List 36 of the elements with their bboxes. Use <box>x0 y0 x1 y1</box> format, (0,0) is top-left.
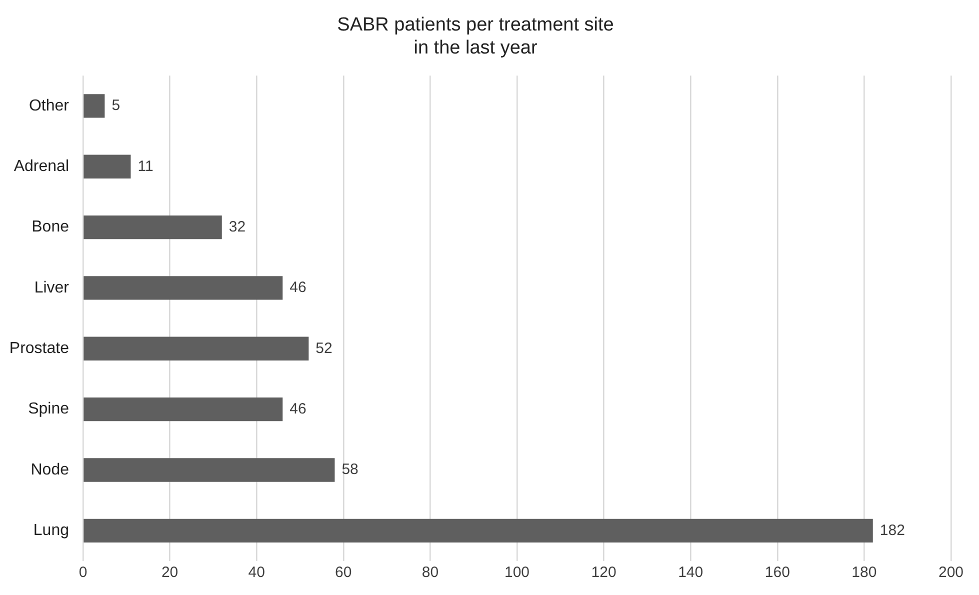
y-tick-label: Lung <box>33 522 69 540</box>
x-tick-label: 180 <box>852 564 877 582</box>
data-label: 58 <box>342 461 358 478</box>
y-tick-label: Spine <box>28 400 70 418</box>
bar <box>84 458 335 482</box>
x-tick-label: 100 <box>504 564 530 582</box>
data-label: 32 <box>228 218 246 236</box>
bar <box>84 215 222 240</box>
bar <box>84 94 105 118</box>
x-tick-label: 120 <box>591 564 616 582</box>
y-tick-label: Adrenal <box>14 158 69 176</box>
bar <box>84 336 309 360</box>
x-tick-label: 200 <box>938 564 964 582</box>
y-tick-label: Bone <box>32 218 70 236</box>
x-tick-label: 160 <box>764 564 790 582</box>
y-tick-label: Prostate <box>9 340 70 358</box>
x-tick-label: 20 <box>161 564 178 582</box>
bar <box>84 276 283 300</box>
data-label: 46 <box>290 279 306 296</box>
x-tick-label: 60 <box>335 564 352 582</box>
data-label: 46 <box>290 400 306 418</box>
y-tick-label: Other <box>28 97 70 114</box>
bar <box>84 397 283 422</box>
bar <box>84 154 131 178</box>
data-label: 5 <box>112 97 120 114</box>
y-tick-label: Node <box>30 461 70 478</box>
data-label: 182 <box>880 522 905 539</box>
data-label: 11 <box>138 158 154 175</box>
x-tick-label: 80 <box>422 564 439 582</box>
x-tick-label: 40 <box>248 564 265 582</box>
chart-title: SABR patients per treatment site in the last year <box>337 14 614 58</box>
x-tick-label: 140 <box>678 564 704 582</box>
y-tick-label: Liver <box>34 279 70 296</box>
x-tick-label: 0 <box>78 564 88 582</box>
bar <box>84 518 873 542</box>
data-label: 52 <box>316 340 332 357</box>
